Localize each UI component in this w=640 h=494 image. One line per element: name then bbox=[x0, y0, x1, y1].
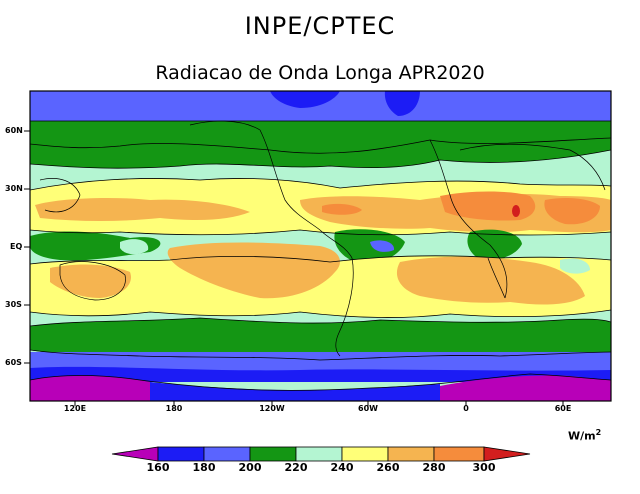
colorbar-label: 300 bbox=[472, 461, 496, 474]
units-text: W/m bbox=[568, 429, 596, 443]
units-exponent: 2 bbox=[595, 428, 602, 437]
colorbar-label: 220 bbox=[284, 461, 308, 474]
lon-label-180: 180 bbox=[165, 404, 183, 413]
map-frame bbox=[29, 90, 612, 402]
colorbar-box bbox=[387, 446, 435, 462]
colorbar-box bbox=[203, 446, 251, 462]
lon-label-60w: 60W bbox=[358, 404, 378, 413]
lat-label-30s: 30S bbox=[5, 300, 22, 309]
colorbar-box bbox=[433, 446, 485, 462]
lat-label-60n: 60N bbox=[5, 126, 23, 135]
max-olr-spot bbox=[512, 205, 520, 217]
lat-label-60s: 60S bbox=[5, 358, 22, 367]
colorbar-box bbox=[157, 446, 205, 462]
colorbar-label: 260 bbox=[376, 461, 400, 474]
lat-label-eq: EQ bbox=[10, 242, 23, 251]
colorbar-box bbox=[341, 446, 389, 462]
map-subtitle: Radiacao de Onda Longa APR2020 bbox=[155, 62, 485, 84]
colorbar-under-triangle bbox=[111, 446, 159, 462]
lon-label-120e: 120E bbox=[63, 404, 87, 413]
colorbar-label: 280 bbox=[422, 461, 446, 474]
colorbar-label: 180 bbox=[192, 461, 216, 474]
lon-label-120w: 120W bbox=[259, 404, 285, 413]
page-title: INPE/CPTEC bbox=[244, 12, 396, 40]
contour-lines bbox=[30, 120, 611, 391]
colorbar-box bbox=[249, 446, 297, 462]
colorbar-over-triangle bbox=[483, 446, 531, 462]
lat-label-30n: 30N bbox=[5, 184, 23, 193]
axis-ticks bbox=[24, 130, 564, 406]
colorbar-label: 200 bbox=[238, 461, 262, 474]
lon-label-60e: 60E bbox=[554, 404, 572, 413]
lon-label-0: 0 bbox=[463, 404, 469, 413]
colorbar-box bbox=[295, 446, 343, 462]
colorbar bbox=[111, 446, 531, 462]
olr-field bbox=[30, 91, 611, 401]
colorbar-label: 160 bbox=[146, 461, 170, 474]
colorbar-label: 240 bbox=[330, 461, 354, 474]
units-label: W/m2 bbox=[568, 428, 601, 443]
